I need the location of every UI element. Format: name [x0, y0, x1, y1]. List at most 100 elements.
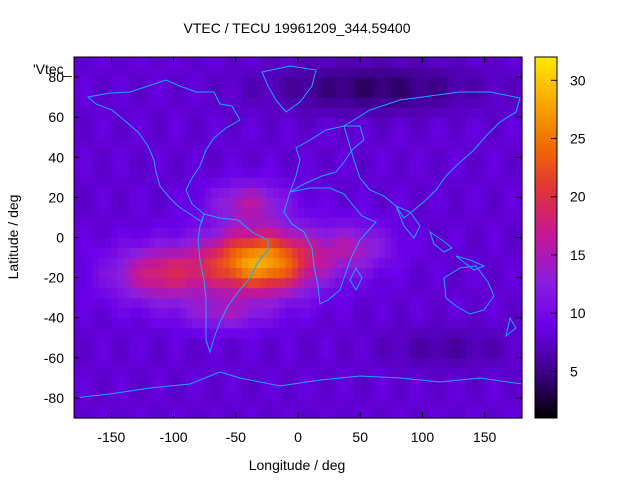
heatmap-cell [173, 247, 181, 259]
heatmap-cell [260, 127, 268, 138]
heatmap-cell [385, 267, 392, 279]
heatmap-cell [490, 377, 498, 389]
heatmap-cell [354, 357, 361, 369]
heatmap-cell [397, 327, 405, 339]
heatmap-cell [391, 407, 399, 419]
heatmap-cell [285, 167, 293, 178]
heatmap-cell [285, 227, 293, 239]
heatmap-cell [98, 117, 106, 128]
heatmap-cell [490, 187, 498, 198]
heatmap-cell [148, 407, 156, 419]
heatmap-cell [285, 207, 293, 219]
heatmap-cell [484, 287, 492, 299]
heatmap-cell [186, 57, 193, 68]
heatmap-cell [142, 247, 150, 259]
heatmap-cell [410, 277, 417, 289]
heatmap-cell [92, 357, 100, 369]
heatmap-cell [484, 387, 492, 399]
heatmap-cell [217, 187, 224, 198]
heatmap-cell [117, 297, 125, 309]
heatmap-cell [248, 117, 256, 128]
heatmap-cell [310, 77, 318, 88]
heatmap-cell [509, 127, 517, 138]
heatmap-cell [335, 187, 343, 198]
heatmap-cell [472, 197, 480, 209]
heatmap-cell [117, 187, 125, 198]
heatmap-cell [223, 157, 231, 168]
heatmap-cell [266, 337, 274, 349]
heatmap-cell [117, 127, 125, 138]
heatmap-cell [192, 147, 200, 158]
heatmap-cell [173, 407, 181, 419]
heatmap-cell [372, 137, 380, 148]
heatmap-cell [266, 137, 274, 148]
heatmap-cell [428, 227, 436, 239]
heatmap-cell [503, 157, 511, 168]
heatmap-cell [161, 247, 168, 259]
heatmap-cell [497, 307, 504, 319]
heatmap-cell [385, 407, 392, 419]
heatmap-cell [148, 97, 156, 108]
heatmap-cell [285, 137, 293, 148]
heatmap-cell [354, 257, 361, 269]
heatmap-cell [198, 337, 206, 349]
heatmap-cell [235, 177, 243, 188]
heatmap-cell [347, 217, 355, 229]
heatmap-cell [235, 407, 243, 419]
heatmap-cell [478, 207, 486, 219]
heatmap-cell [186, 157, 193, 168]
heatmap-cell [186, 227, 193, 239]
heatmap-cell [204, 197, 212, 209]
heatmap-cell [360, 147, 368, 158]
heatmap-cell [273, 147, 280, 158]
heatmap-cell [298, 177, 305, 188]
heatmap-cell [497, 397, 504, 409]
heatmap-cell [304, 287, 312, 299]
heatmap-cell [497, 287, 504, 299]
heatmap-cell [304, 97, 312, 108]
heatmap-cell [310, 97, 318, 108]
heatmap-cell [285, 257, 293, 269]
heatmap-cell [497, 117, 504, 128]
heatmap-cell [86, 177, 94, 188]
heatmap-cell [422, 357, 430, 369]
heatmap-cell [86, 327, 94, 339]
heatmap-cell [98, 187, 106, 198]
heatmap-cell [161, 277, 168, 289]
heatmap-cell [434, 57, 442, 68]
heatmap-cell [329, 237, 336, 249]
heatmap-cell [434, 207, 442, 219]
heatmap-cell [242, 317, 249, 329]
heatmap-cell [503, 397, 511, 409]
heatmap-cell [254, 287, 262, 299]
heatmap-cell [154, 67, 162, 78]
heatmap-cell [372, 287, 380, 299]
heatmap-cell [347, 57, 355, 68]
heatmap-cell [117, 227, 125, 239]
heatmap-cell [466, 67, 473, 78]
heatmap-cell [298, 257, 305, 269]
heatmap-cell [391, 117, 399, 128]
heatmap-cell [248, 357, 256, 369]
heatmap-cell [254, 337, 262, 349]
heatmap-cell [447, 127, 455, 138]
heatmap-cell [304, 67, 312, 78]
heatmap-cell [366, 277, 374, 289]
heatmap-cell [204, 117, 212, 128]
heatmap-cell [397, 247, 405, 259]
heatmap-cell [204, 277, 212, 289]
heatmap-cell [335, 297, 343, 309]
heatmap-cell [416, 317, 424, 329]
heatmap-cell [279, 247, 287, 259]
heatmap-cell [248, 167, 256, 178]
heatmap-cell [105, 357, 112, 369]
heatmap-cell [503, 187, 511, 198]
heatmap-cell [142, 87, 150, 98]
heatmap-cell [441, 267, 448, 279]
heatmap-cell [403, 217, 411, 229]
heatmap-cell [98, 97, 106, 108]
heatmap-cell [248, 247, 256, 259]
heatmap-cell [385, 307, 392, 319]
heatmap-cell [484, 217, 492, 229]
